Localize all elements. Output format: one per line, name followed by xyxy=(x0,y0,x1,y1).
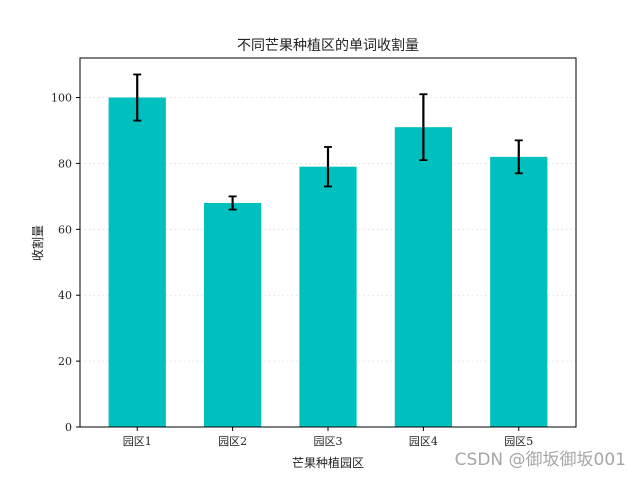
watermark: CSDN @御坂御坂001 xyxy=(454,450,626,470)
error-bars xyxy=(133,73,523,211)
error-bar-5 xyxy=(514,139,523,175)
y-tick-label-80: 80 xyxy=(58,157,72,170)
error-bar-3 xyxy=(324,146,332,188)
y-tick-label-40: 40 xyxy=(58,289,72,302)
y-axis: 0 20 40 60 80 100 xyxy=(51,92,80,434)
bar-5 xyxy=(490,156,548,427)
bar-4 xyxy=(394,127,452,427)
bar-1 xyxy=(108,97,166,428)
chart-title: 不同芒果种植区的单词收割量 xyxy=(237,37,419,54)
y-axis-label: 收割量 xyxy=(30,225,45,261)
y-tick-label-20: 20 xyxy=(58,355,72,368)
x-tick-label-1: 园区1 xyxy=(123,435,152,448)
x-axis: 园区1 园区2 园区3 园区4 园区5 xyxy=(123,427,533,448)
error-bar-4 xyxy=(419,93,428,162)
x-axis-label: 芒果种植园区 xyxy=(292,455,364,470)
y-tick-label-0: 0 xyxy=(65,421,72,434)
bar-3 xyxy=(299,166,357,428)
x-tick-label-5: 园区5 xyxy=(504,435,533,448)
x-tick-label-2: 园区2 xyxy=(218,435,247,448)
y-tick-label-100: 100 xyxy=(51,92,72,105)
error-bar-2 xyxy=(228,195,237,211)
x-tick-label-3: 园区3 xyxy=(314,435,343,448)
bar-2 xyxy=(204,202,262,427)
bars xyxy=(108,97,548,428)
x-tick-label-4: 园区4 xyxy=(409,435,438,448)
y-tick-label-60: 60 xyxy=(58,223,72,236)
error-bar-1 xyxy=(133,73,142,122)
